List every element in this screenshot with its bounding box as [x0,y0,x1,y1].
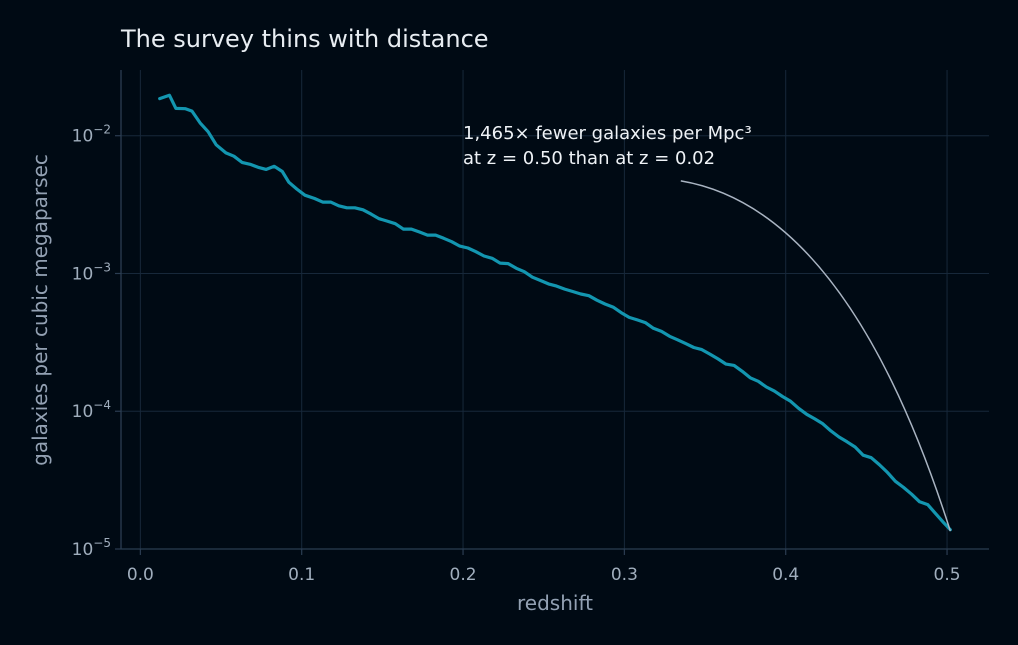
y-axis-label: galaxies per cubic megaparsec [28,154,52,466]
x-tick-label: 0.2 [450,565,477,585]
annotation-arrow [680,180,952,532]
annotation-line-2: at z = 0.50 than at z = 0.02 [463,148,715,169]
x-tick-label: 0.5 [934,565,961,585]
annotation: 1,465× fewer galaxies per Mpc³ at z = 0.… [463,123,952,532]
y-tick-label: 10−5 [72,536,111,560]
y-tick-label: 10−4 [72,398,111,422]
ticks: 0.0 0.1 0.2 0.3 0.4 0.5 10−5 10−4 10−3 10−2 [72,123,961,585]
x-tick-label: 0.0 [127,565,154,585]
y-tick-label: 10−3 [72,260,111,284]
series-line [158,93,952,532]
x-tick-label: 0.3 [611,565,638,585]
x-axis-label: redshift [517,591,593,615]
chart-title: The survey thins with distance [120,25,489,53]
axes [120,70,989,550]
x-tick-label: 0.1 [288,565,315,585]
annotation-line-1: 1,465× fewer galaxies per Mpc³ [463,123,752,144]
x-tick-label: 0.4 [772,565,799,585]
series-layer [158,93,952,532]
y-tick-label: 10−2 [72,123,111,147]
